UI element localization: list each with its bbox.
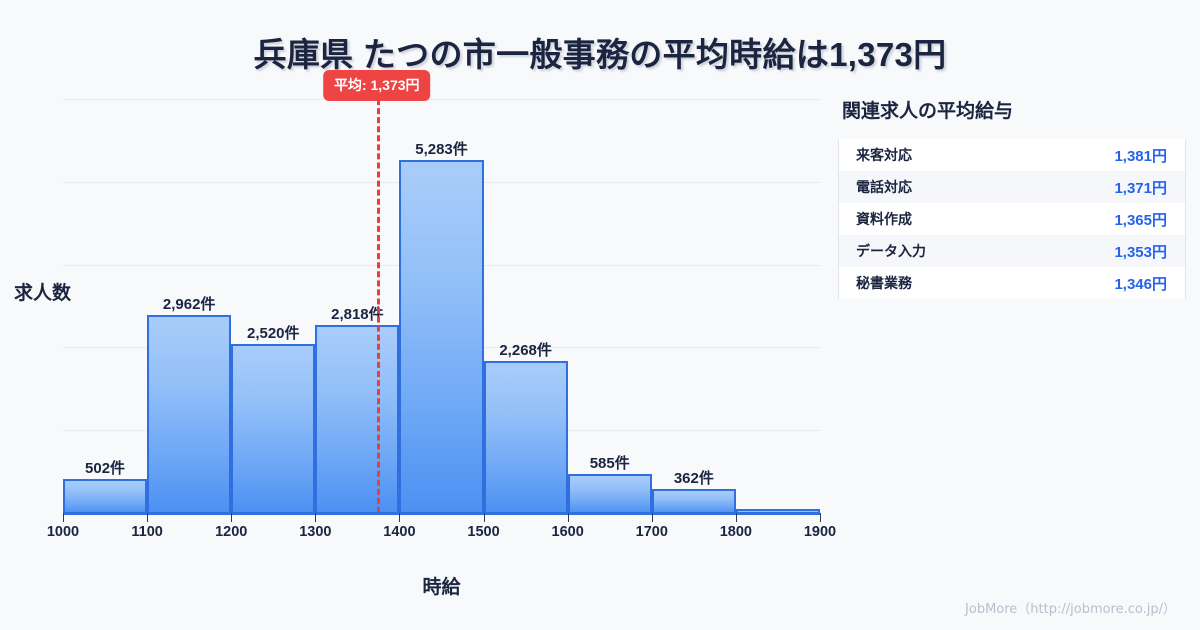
x-axis-tick	[315, 513, 317, 522]
average-marker-line	[376, 99, 380, 513]
x-axis-tick	[147, 513, 149, 522]
x-axis-tick	[231, 513, 233, 522]
x-axis-tick-label: 1100	[131, 524, 163, 540]
x-axis-tick-label: 1400	[383, 524, 416, 540]
gridline	[63, 99, 820, 100]
table-row-value: 1,381円	[1114, 147, 1167, 165]
related-salary-heading: 関連求人の平均給与	[842, 101, 1014, 122]
table-row-value: 1,353円	[1114, 243, 1167, 261]
footer-attribution: JobMore（http://jobmore.co.jp/）	[965, 602, 1176, 617]
table-row[interactable]: 電話対応 1,371円	[839, 171, 1185, 203]
bar-value-label: 585件	[589, 454, 630, 472]
x-axis-tick-label: 1600	[551, 524, 584, 540]
histogram-bar	[231, 344, 316, 513]
x-axis-tick	[399, 513, 401, 522]
x-axis-tick	[63, 513, 64, 522]
x-axis-tick	[651, 513, 653, 522]
x-axis-title: 時給	[422, 577, 461, 598]
histogram-bar	[483, 361, 568, 513]
x-axis-tick-label: 1800	[719, 524, 753, 540]
x-axis-tick-label: 1300	[299, 524, 332, 540]
x-axis-tick-label: 1700	[635, 524, 668, 540]
y-axis-title: 求人数	[14, 283, 72, 304]
table-row-label: 来客対応	[856, 147, 912, 163]
related-salary-table: 来客対応 1,381円電話対応 1,371円資料作成 1,365円データ入力 1,353…	[838, 139, 1186, 299]
x-axis-tick	[567, 513, 569, 522]
table-row-value: 1,365円	[1114, 211, 1167, 229]
histogram-bar	[147, 314, 232, 513]
table-row[interactable]: データ入力 1,353円	[839, 235, 1185, 267]
bar-value-label: 2,520件	[246, 325, 300, 343]
plot-area: 502件 2,962件 2,520件 2,818件 5,283件 2,268件 585件 36…	[63, 70, 820, 513]
x-axis-tick	[483, 513, 485, 522]
histogram-bar	[567, 473, 652, 513]
histogram-bar	[735, 509, 820, 513]
x-axis-tick-label: 1900	[803, 524, 837, 540]
histogram-bar	[651, 488, 736, 513]
bar-value-label: 5,283件	[415, 140, 468, 158]
page-title: 兵庫県 たつの市一般事務の平均時給は1,373円	[253, 36, 947, 73]
table-row[interactable]: 資料作成 1,365円	[839, 203, 1185, 235]
table-row-value: 1,346円	[1114, 275, 1167, 293]
table-row[interactable]: 秘書業務 1,346円	[839, 267, 1185, 299]
x-axis-tick-label: 1000	[46, 524, 80, 540]
bar-value-label: 502件	[85, 460, 126, 478]
table-row-label: 電話対応	[856, 179, 912, 195]
histogram-bar	[399, 159, 484, 513]
bar-value-label: 2,268件	[499, 342, 552, 360]
x-axis-tick	[820, 513, 821, 522]
x-axis-tick	[735, 513, 737, 522]
x-axis-tick-label: 1500	[467, 524, 500, 540]
x-axis-tick-label: 1200	[215, 524, 248, 540]
histogram-bar	[315, 324, 400, 513]
related-salary-panel: 関連求人の平均給与 来客対応 1,381円電話対応 1,371円資料作成 1,365円…	[838, 96, 1186, 299]
table-row-value: 1,371円	[1114, 179, 1167, 197]
bar-value-label: 2,818件	[331, 305, 384, 323]
table-row[interactable]: 来客対応 1,381円	[839, 139, 1185, 171]
table-row-label: データ入力	[856, 243, 926, 259]
average-marker-badge: 平均: 1,373円	[322, 70, 431, 101]
table-row-label: 資料作成	[856, 211, 912, 227]
bar-value-label: 362件	[673, 469, 714, 487]
histogram-chart: 502件 2,962件 2,520件 2,818件 5,283件 2,268件 585件 36…	[14, 70, 837, 598]
x-axis-line	[63, 512, 820, 515]
table-row-label: 秘書業務	[856, 275, 912, 291]
bar-value-label: 2,962件	[162, 295, 216, 313]
histogram-bar	[63, 479, 148, 513]
